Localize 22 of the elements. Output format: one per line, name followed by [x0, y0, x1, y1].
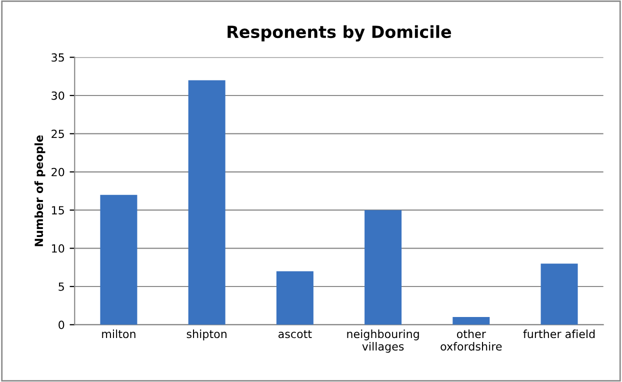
- bar: [540, 264, 578, 325]
- y-tick-label: 30: [52, 91, 64, 100]
- y-tick-label: 25: [52, 130, 64, 138]
- bar: [100, 194, 138, 325]
- y-tick-label: 10: [52, 244, 64, 253]
- bar: [452, 317, 490, 325]
- y-tick-label: 0: [58, 320, 64, 330]
- bar: [188, 80, 226, 325]
- y-tick-label: 20: [52, 168, 64, 176]
- y-tick-label: 5: [58, 282, 64, 291]
- x-tick-label: other oxfordshire: [440, 330, 502, 351]
- y-tick-label: 35: [52, 53, 64, 62]
- bar: [276, 271, 314, 325]
- x-tick-label: ascott: [278, 330, 312, 338]
- x-tick-label: shipton: [186, 330, 226, 340]
- chart-title: Responents by Domicile: [228, 25, 452, 42]
- bar: [364, 210, 402, 325]
- y-tick-label: 15: [52, 206, 64, 214]
- x-tick-label: neighbouring villages: [347, 330, 419, 353]
- x-tick-label: further afield: [523, 330, 595, 338]
- y-axis-title: Number of people: [34, 135, 46, 246]
- x-tick-label: milton: [102, 330, 136, 338]
